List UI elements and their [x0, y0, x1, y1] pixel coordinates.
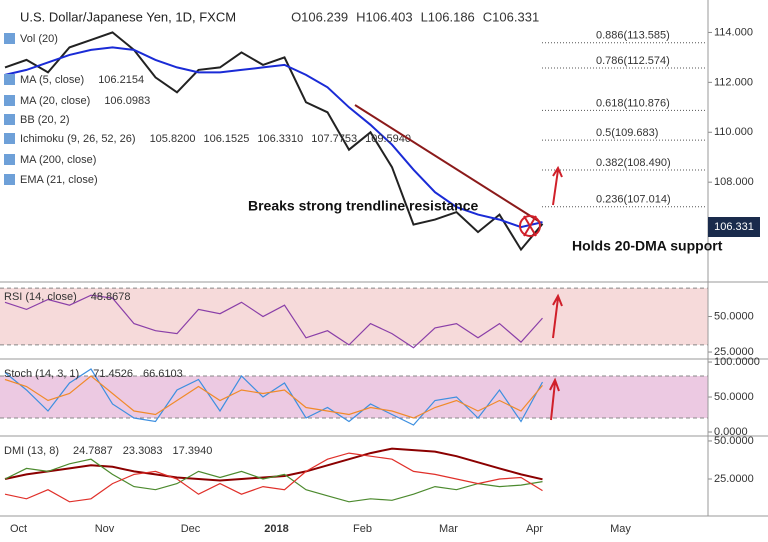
fib-label: 0.382(108.490) [596, 157, 671, 169]
study-value: 106.1525 [203, 133, 249, 145]
fib-label: 0.5(109.683) [596, 127, 658, 139]
arrow [552, 293, 563, 339]
study-icon [4, 95, 15, 106]
fib-label: 0.236(107.014) [596, 194, 671, 206]
pane-title: RSI (14, close) [4, 291, 77, 303]
readout: 48.8678 [91, 291, 131, 303]
readout: 66.6103 [143, 368, 183, 380]
x-tick-label: 2018 [264, 523, 288, 535]
fib-label: 0.886(113.585) [596, 30, 670, 42]
price-label: 106.331 [714, 221, 754, 233]
study-name: MA (5, close) [20, 74, 84, 86]
fib-label: 0.618(110.876) [596, 97, 670, 109]
y-tick-label: 25.0000 [714, 346, 754, 358]
x-tick-label: Oct [10, 523, 27, 535]
series-line [4, 368, 544, 426]
highlight-circle [519, 215, 541, 237]
study-icon [4, 174, 15, 185]
study-value: 107.7753 [311, 133, 357, 145]
y-tick-label: 0.0000 [714, 426, 748, 438]
y-tick-label: 100.0000 [714, 356, 760, 368]
y-tick-label: 50.0000 [714, 391, 754, 403]
pane-title: Stoch (14, 3, 1) [4, 368, 79, 380]
series-line [4, 294, 543, 349]
annotation: Breaks strong trendline resistance [248, 198, 479, 214]
arrow [552, 165, 563, 206]
study-name: Vol (20) [20, 33, 58, 45]
series-line [4, 375, 543, 419]
study-value: 106.0983 [104, 95, 150, 107]
x-tick-label: Apr [526, 523, 543, 535]
y-tick-label: 110.000 [714, 126, 753, 138]
ohlc-readout: L106.186 [421, 9, 475, 24]
series-line [4, 46, 543, 229]
x-tick-label: Nov [95, 523, 115, 535]
study-name: MA (20, close) [20, 95, 90, 107]
x-tick-label: May [610, 523, 631, 535]
y-tick-label: 50.0000 [714, 435, 754, 447]
x-tick-label: Dec [181, 523, 201, 535]
study-name: BB (20, 2) [20, 114, 70, 126]
study-icon [4, 154, 15, 165]
y-tick-label: 112.000 [714, 76, 753, 88]
ohlc-readout: C106.331 [483, 9, 539, 24]
y-tick-label: 114.000 [714, 26, 753, 38]
study-name: Ichimoku (9, 26, 52, 26) [20, 133, 136, 145]
readout: 24.7887 [73, 445, 113, 457]
pane-title: DMI (13, 8) [4, 445, 59, 457]
band-fill [0, 288, 708, 345]
circle-cross [523, 215, 537, 237]
study-name: EMA (21, close) [20, 174, 98, 186]
arrow [549, 377, 560, 421]
readout: 17.3940 [173, 445, 213, 457]
study-icon [4, 114, 15, 125]
ohlc-readout: H106.403 [356, 9, 412, 24]
ohlc-readout: O106.239 [291, 9, 348, 24]
x-tick-label: Feb [353, 523, 372, 535]
study-icon [4, 33, 15, 44]
band-fill [0, 376, 708, 419]
y-tick-label: 108.000 [714, 176, 754, 188]
fib-label: 0.786(112.574) [596, 55, 670, 67]
readout: 23.3083 [123, 445, 163, 457]
study-value: 106.3310 [257, 133, 303, 145]
study-value: 105.8200 [150, 133, 196, 145]
x-tick-label: Mar [439, 523, 458, 535]
chart-title: U.S. Dollar/Japanese Yen, 1D, FXCM [20, 9, 236, 24]
trendline [354, 104, 541, 223]
y-tick-label: 25.0000 [714, 473, 754, 485]
annotation: Holds 20-DMA support [572, 238, 723, 254]
study-value: 106.2154 [98, 74, 144, 86]
arrows [549, 165, 563, 421]
study-name: MA (200, close) [20, 154, 96, 166]
study-icon [4, 74, 15, 85]
series-line [4, 31, 544, 252]
series-line [4, 452, 543, 503]
readout: 71.4526 [93, 368, 133, 380]
study-value: 109.5940 [365, 133, 411, 145]
y-tick-label: 50.0000 [714, 310, 754, 322]
series-line [4, 458, 543, 503]
study-icon [4, 133, 15, 144]
price-label-box [708, 217, 760, 237]
panes: 108.000 110.000 112.000 114.000 0.886(113.58… [0, 9, 768, 535]
